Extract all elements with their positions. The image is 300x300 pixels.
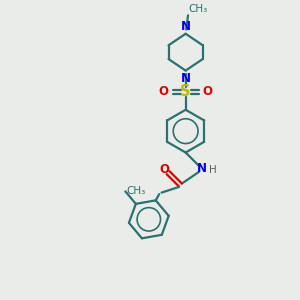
Text: N: N xyxy=(181,72,190,85)
Text: O: O xyxy=(159,163,169,176)
Text: H: H xyxy=(209,165,217,175)
Text: CH₃: CH₃ xyxy=(189,4,208,14)
Text: CH₃: CH₃ xyxy=(127,186,146,197)
Text: O: O xyxy=(202,85,213,98)
Text: N: N xyxy=(197,162,207,176)
Text: N: N xyxy=(181,20,190,33)
Text: O: O xyxy=(159,85,169,98)
Text: S: S xyxy=(180,85,191,100)
